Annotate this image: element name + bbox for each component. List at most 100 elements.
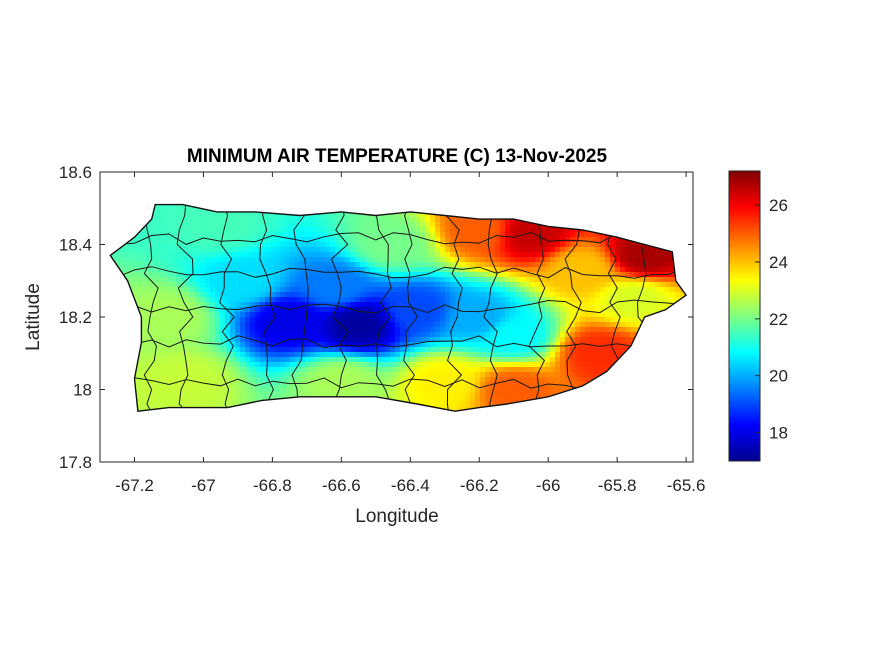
heatmap-cell (570, 252, 576, 258)
heatmap-cell (340, 267, 346, 273)
heatmap-cell (420, 357, 426, 363)
heatmap-cell (315, 347, 321, 353)
heatmap-cell (515, 357, 521, 363)
heatmap-cell (560, 327, 566, 333)
heatmap-cell (595, 332, 601, 338)
heatmap-cell (155, 267, 161, 273)
heatmap-cell (390, 237, 396, 243)
heatmap-cell (295, 227, 301, 233)
heatmap-cell (255, 347, 261, 353)
heatmap-cell (145, 372, 151, 378)
heatmap-cell (195, 372, 201, 378)
heatmap-cell (305, 387, 311, 393)
heatmap-cell (185, 282, 191, 288)
heatmap-cell (430, 282, 436, 288)
heatmap-cell (295, 307, 301, 313)
heatmap-cell (315, 327, 321, 333)
heatmap-cell (560, 352, 566, 358)
heatmap-cell (425, 292, 431, 298)
heatmap-cell (520, 322, 526, 328)
heatmap-cell (440, 387, 446, 393)
heatmap-cell (370, 382, 376, 388)
heatmap-cell (305, 382, 311, 388)
heatmap-cell (235, 282, 241, 288)
heatmap-cell (490, 367, 496, 373)
heatmap-cell (430, 367, 436, 373)
heatmap-cell (600, 257, 606, 263)
heatmap-cell (440, 262, 446, 268)
heatmap-cell (415, 372, 421, 378)
heatmap-cell (385, 287, 391, 293)
heatmap-cell (470, 322, 476, 328)
heatmap-cell (575, 232, 581, 238)
heatmap-cell (495, 347, 501, 353)
heatmap-cell (375, 307, 381, 313)
heatmap-cell (205, 262, 211, 268)
heatmap-cell (225, 362, 231, 368)
heatmap-cell (210, 332, 216, 338)
heatmap-cell (170, 287, 176, 293)
heatmap-cell (185, 367, 191, 373)
heatmap-cell (360, 322, 366, 328)
heatmap-cell (625, 267, 631, 273)
heatmap-cell (435, 247, 441, 253)
heatmap-cell (305, 277, 311, 283)
heatmap-cell (465, 402, 471, 408)
heatmap-cell (365, 372, 371, 378)
heatmap-cell (285, 347, 291, 353)
heatmap-cell (320, 267, 326, 273)
heatmap-cell (395, 347, 401, 353)
heatmap-cell (585, 297, 591, 303)
heatmap-cell (320, 322, 326, 328)
heatmap-cell (230, 212, 236, 218)
heatmap-cell (500, 227, 506, 233)
heatmap-cell (155, 242, 161, 248)
heatmap-cell (425, 222, 431, 228)
heatmap-cell (140, 342, 146, 348)
heatmap-cell (135, 282, 141, 288)
heatmap-cell (410, 322, 416, 328)
heatmap-cell (230, 292, 236, 298)
heatmap-cell (470, 272, 476, 278)
heatmap-cell (150, 392, 156, 398)
heatmap-cell (365, 287, 371, 293)
heatmap-cell (585, 322, 591, 328)
heatmap-cell (260, 387, 266, 393)
heatmap-cell (500, 232, 506, 238)
heatmap-cell (585, 377, 591, 383)
heatmap-cell (450, 347, 456, 353)
heatmap-cell (165, 337, 171, 343)
heatmap-cell (355, 332, 361, 338)
heatmap-cell (440, 397, 446, 403)
heatmap-cell (160, 367, 166, 373)
heatmap-cell (145, 247, 151, 253)
heatmap-cell (415, 367, 421, 373)
heatmap-cell (150, 247, 156, 253)
heatmap-cell (180, 272, 186, 278)
heatmap-cell (295, 347, 301, 353)
heatmap-cell (295, 282, 301, 288)
heatmap-cell (335, 347, 341, 353)
heatmap-cell (405, 332, 411, 338)
heatmap-cell (355, 232, 361, 238)
heatmap-cell (560, 282, 566, 288)
heatmap-cell (200, 377, 206, 383)
heatmap-cell (310, 392, 316, 398)
heatmap-cell (170, 222, 176, 228)
heatmap-cell (280, 292, 286, 298)
heatmap-cell (255, 387, 261, 393)
heatmap-cell (420, 277, 426, 283)
heatmap-cell (510, 252, 516, 258)
heatmap-cell (235, 322, 241, 328)
heatmap-cell (305, 332, 311, 338)
heatmap-cell (185, 242, 191, 248)
heatmap-cell (220, 292, 226, 298)
heatmap-cell (455, 217, 461, 223)
heatmap-cell (160, 227, 166, 233)
heatmap-cell (510, 237, 516, 243)
heatmap-cell (540, 347, 546, 353)
heatmap-cell (440, 287, 446, 293)
heatmap-cell (190, 217, 196, 223)
heatmap-cell (520, 222, 526, 228)
heatmap-cell (490, 317, 496, 323)
